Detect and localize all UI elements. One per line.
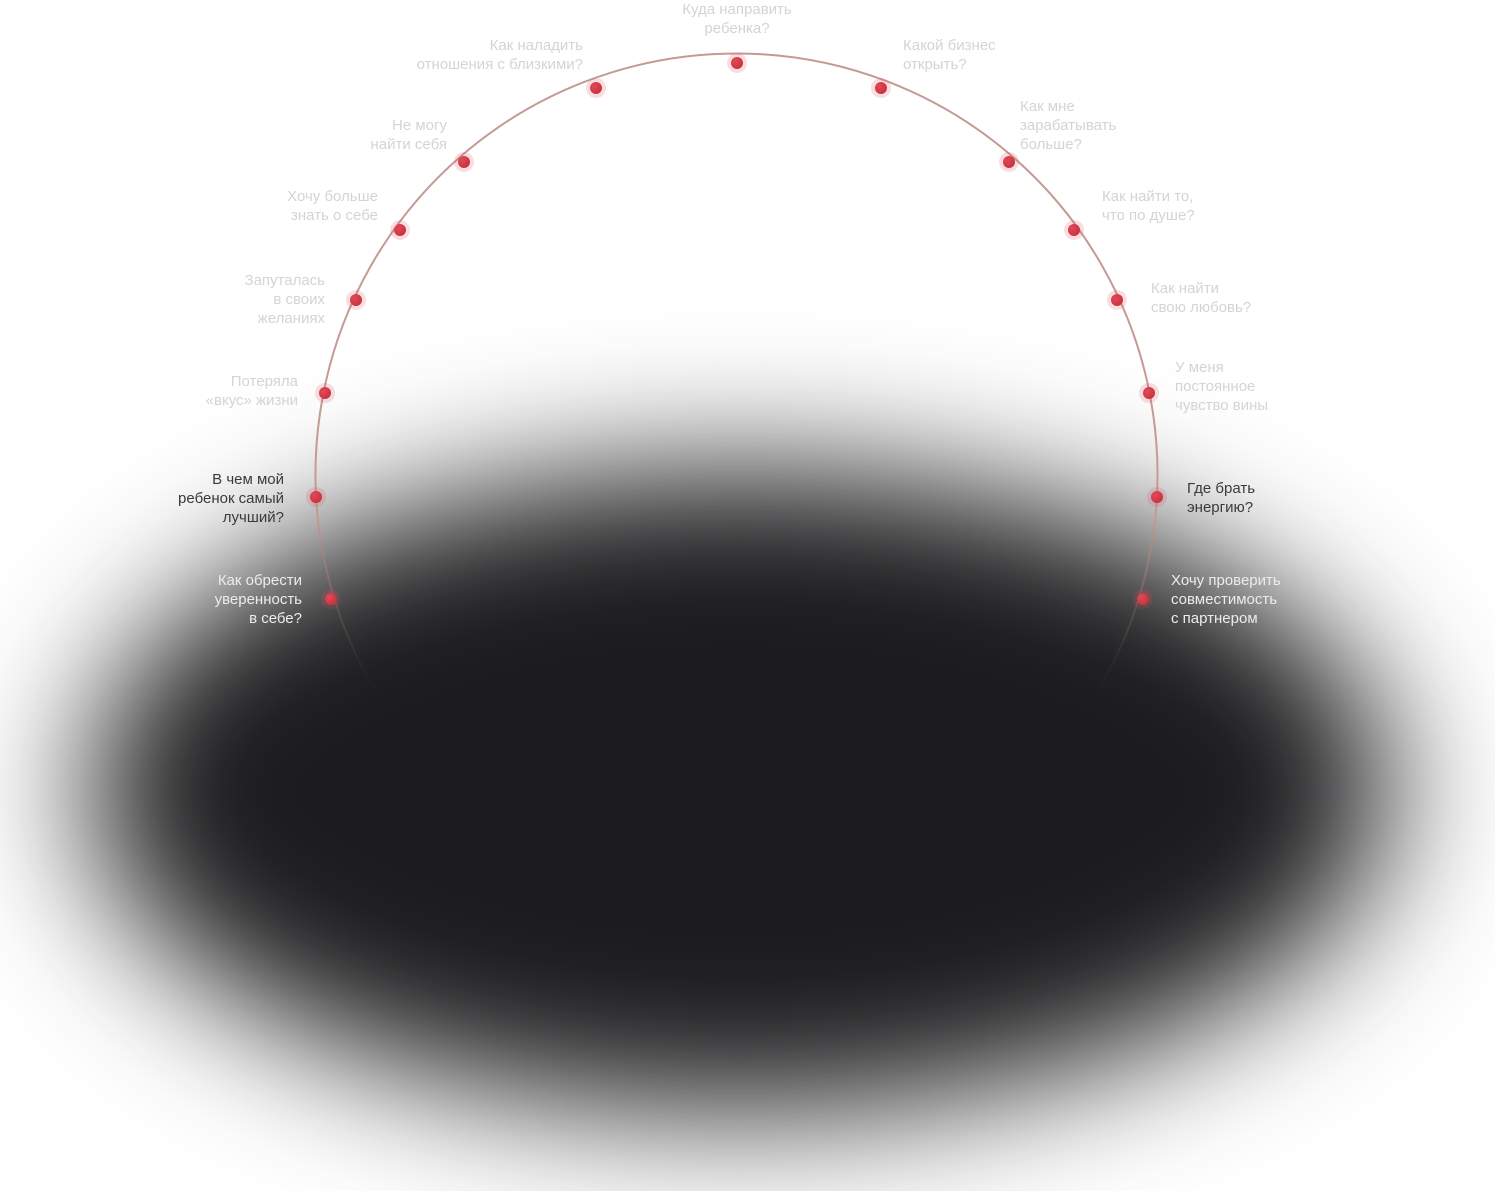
dot-q-confused-desires[interactable] — [350, 294, 362, 306]
dot-q-guilt[interactable] — [1143, 387, 1155, 399]
dot-q-child-talent[interactable] — [310, 491, 322, 503]
label-earn-more[interactable]: Как мне зарабатывать больше? — [1020, 98, 1117, 153]
dot-q-business[interactable] — [875, 82, 887, 94]
label-relationships[interactable]: Как наладить отношения с близкими? — [416, 37, 583, 73]
label-child-direction[interactable]: Куда направить ребенка? — [682, 1, 792, 37]
label-confused-desires[interactable]: Запуталась в своих желаниях — [244, 272, 325, 327]
label-right-partial[interactable]: Где брать энергию? — [1187, 480, 1256, 516]
label-child-talent[interactable]: В чем мой ребенок самый лучший? — [178, 471, 284, 526]
arc-line — [314, 52, 1159, 701]
label-find-passion[interactable]: Как найти то, что по душе? — [1102, 188, 1195, 224]
label-lost-taste[interactable]: Потеряла «вкус» жизни — [205, 373, 298, 409]
dot-q-find-myself[interactable] — [458, 156, 470, 168]
label-business[interactable]: Какой бизнес открыть? — [903, 37, 996, 73]
label-confidence[interactable]: Как обрести уверенность в себе? — [214, 572, 302, 627]
dot-q-right-partial[interactable] — [1151, 491, 1163, 503]
dot-q-child-direction[interactable] — [731, 57, 743, 69]
dot-q-find-love[interactable] — [1111, 294, 1123, 306]
dot-q-compatibility[interactable] — [1137, 593, 1149, 605]
label-compatibility[interactable]: Хочу проверить совместимость с партнером — [1171, 572, 1281, 627]
dark-shadow-blob — [90, 470, 1390, 1110]
question-dots — [306, 53, 1167, 609]
label-find-love[interactable]: Как найти свою любовь? — [1151, 280, 1252, 316]
dot-q-relationships[interactable] — [590, 82, 602, 94]
dot-q-know-myself[interactable] — [394, 224, 406, 236]
dot-q-confidence[interactable] — [325, 593, 337, 605]
label-find-myself[interactable]: Не могу найти себя — [370, 117, 447, 153]
dot-q-find-passion[interactable] — [1068, 224, 1080, 236]
label-know-myself[interactable]: Хочу больше знать о себе — [287, 188, 378, 224]
dot-q-lost-taste[interactable] — [319, 387, 331, 399]
dot-q-earn-more[interactable] — [1003, 156, 1015, 168]
label-guilt[interactable]: У меня постоянное чувство вины — [1175, 359, 1269, 414]
